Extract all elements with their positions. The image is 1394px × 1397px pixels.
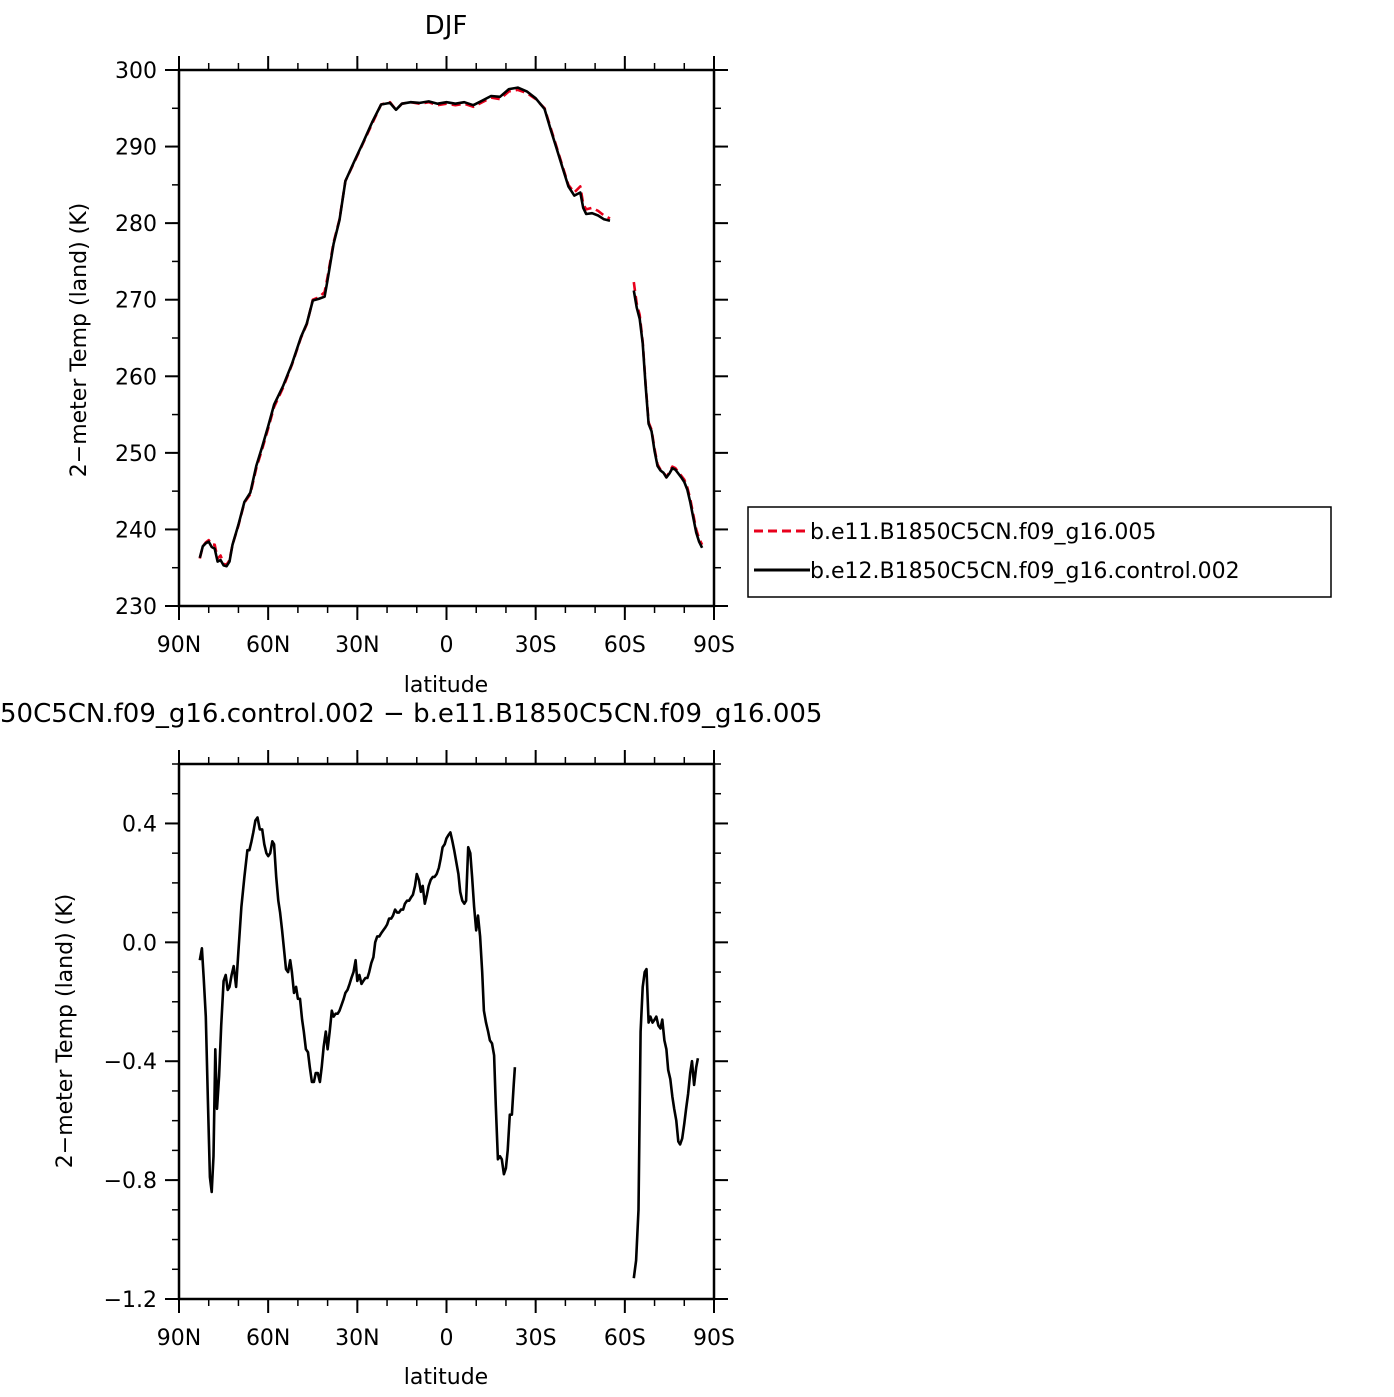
top-y-tick-label: 280 <box>115 212 157 237</box>
top-x-tick-label: 30N <box>335 633 379 658</box>
top-y-tick-label: 250 <box>115 442 157 467</box>
bottom-panel: 50C5CN.f09_g16.control.002 − b.e11.B1850… <box>0 699 822 1390</box>
top-x-tick-label: 90N <box>157 633 201 658</box>
top-series-1-segment-0 <box>198 86 611 568</box>
top-y-tick-label: 300 <box>115 59 157 84</box>
bottom-plot-frame <box>177 762 716 1301</box>
bottom-y-tick-label: 0.4 <box>122 812 157 837</box>
bottom-x-tick-label: 90S <box>693 1326 735 1351</box>
legend-box <box>747 506 1332 598</box>
bottom-y-tick-label: −1.2 <box>104 1288 157 1313</box>
bottom-chart-title: 50C5CN.f09_g16.control.002 − b.e11.B1850… <box>0 699 822 729</box>
top-x-tick-label: 90S <box>693 633 735 658</box>
legend-label-control: b.e12.B1850C5CN.f09_g16.control.002 <box>810 559 1240 584</box>
legend-label-exp: b.e11.B1850C5CN.f09_g16.005 <box>810 520 1156 545</box>
bottom-y-tick-label: −0.4 <box>104 1050 157 1075</box>
bottom-x-tick-label: 60S <box>604 1326 646 1351</box>
bottom-x-tick-label: 30S <box>515 1326 557 1351</box>
bottom-x-tick-label: 0 <box>440 1326 454 1351</box>
top-series-1-segment-1 <box>632 290 704 549</box>
top-x-tick-label: 30S <box>515 633 557 658</box>
top-y-axis-label: 2−meter Temp (land) (K) <box>67 203 92 477</box>
top-axes: 230 240 250 260 270 280 290 300 90N 60N 30N 0 30S 60S… <box>115 56 735 658</box>
legend: b.e11.B1850C5CN.f09_g16.005 b.e12.B1850C… <box>747 506 1332 598</box>
top-x-axis-label: latitude <box>404 673 488 698</box>
top-y-tick-label: 240 <box>115 518 157 543</box>
top-x-tick-label: 60N <box>246 633 290 658</box>
bottom-y-tick-label: 0.0 <box>122 931 157 956</box>
top-x-tick-label: 0 <box>440 633 454 658</box>
top-y-tick-label: 290 <box>115 136 157 161</box>
top-chart-title: DJF <box>425 11 468 41</box>
bottom-y-tick-label: −0.8 <box>104 1169 157 1194</box>
bottom-x-tick-label: 30N <box>335 1326 379 1351</box>
bottom-series-0-segment-0 <box>198 816 517 1194</box>
bottom-y-axis-label: 2−meter Temp (land) (K) <box>53 894 78 1168</box>
top-series-0-segment-0 <box>198 88 611 566</box>
bottom-x-tick-label: 90N <box>157 1326 201 1351</box>
top-plot-frame <box>177 68 716 608</box>
bottom-x-tick-label: 60N <box>246 1326 290 1351</box>
bottom-axes: −1.2 −0.8 −0.4 0.0 0.4 90N 60N 30N 0 30S 60S 90S <box>104 750 735 1351</box>
top-series-group <box>198 86 704 568</box>
top-y-tick-label: 270 <box>115 289 157 314</box>
top-y-tick-label: 260 <box>115 365 157 390</box>
bottom-x-axis-label: latitude <box>404 1365 488 1390</box>
bottom-series-0-segment-1 <box>632 967 700 1279</box>
bottom-series-group <box>198 816 700 1279</box>
top-panel: DJF 230 240 250 260 270 280 290 300 90N 60N 30N 0 30… <box>67 11 735 698</box>
top-x-tick-label: 60S <box>604 633 646 658</box>
top-y-tick-label: 230 <box>115 595 157 620</box>
